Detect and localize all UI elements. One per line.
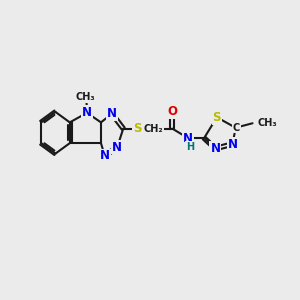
Text: N: N <box>107 107 117 120</box>
Text: C: C <box>232 123 240 133</box>
Text: N: N <box>210 142 220 155</box>
Text: CH₃: CH₃ <box>258 118 278 128</box>
Text: CH₃: CH₃ <box>76 92 95 102</box>
Text: H: H <box>186 142 194 152</box>
Text: S: S <box>213 111 221 124</box>
Text: O: O <box>167 105 177 118</box>
Text: N: N <box>112 140 122 154</box>
Text: S: S <box>133 122 142 135</box>
Text: N: N <box>228 138 238 151</box>
Text: N: N <box>100 149 110 162</box>
Text: N: N <box>183 132 193 145</box>
Text: CH₂: CH₂ <box>143 124 163 134</box>
Text: N: N <box>82 106 92 119</box>
